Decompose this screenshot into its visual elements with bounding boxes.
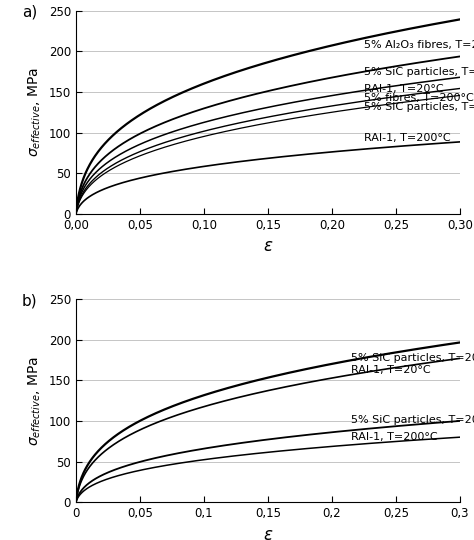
Text: 5% SiC particles, T=20°C: 5% SiC particles, T=20°C bbox=[351, 353, 474, 363]
Text: b): b) bbox=[22, 293, 38, 308]
X-axis label: ε: ε bbox=[264, 525, 272, 540]
X-axis label: ε: ε bbox=[264, 237, 272, 255]
Text: 5% SiC particles, T=200°C: 5% SiC particles, T=200°C bbox=[364, 102, 474, 112]
Text: 5% SiC particles, T=20°C: 5% SiC particles, T=20°C bbox=[364, 67, 474, 77]
Text: 5% Al₂O₃ fibres, T=20°C: 5% Al₂O₃ fibres, T=20°C bbox=[364, 40, 474, 50]
Text: 5% fibres, T=200°C: 5% fibres, T=200°C bbox=[364, 93, 474, 103]
Text: RAI-1, T=20°C: RAI-1, T=20°C bbox=[351, 365, 430, 375]
Text: a): a) bbox=[22, 5, 37, 19]
Y-axis label: $\sigma_{effective}$, MPa: $\sigma_{effective}$, MPa bbox=[27, 356, 43, 446]
Y-axis label: $\sigma_{effective}$, MPa: $\sigma_{effective}$, MPa bbox=[27, 68, 43, 157]
Text: RAI-1, T=200°C: RAI-1, T=200°C bbox=[364, 133, 450, 143]
Text: RAI-1, T=200°C: RAI-1, T=200°C bbox=[351, 432, 438, 442]
Text: 5% SiC particles, T=200°C: 5% SiC particles, T=200°C bbox=[351, 415, 474, 425]
Text: RAI-1, T=20°C: RAI-1, T=20°C bbox=[364, 84, 443, 94]
